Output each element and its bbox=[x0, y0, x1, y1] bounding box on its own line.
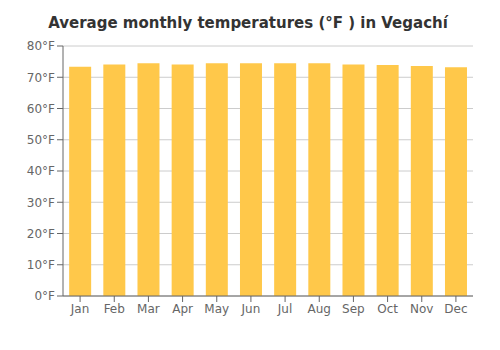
svg-text:Feb: Feb bbox=[104, 302, 125, 316]
svg-text:May: May bbox=[204, 302, 229, 316]
svg-text:Apr: Apr bbox=[172, 302, 193, 316]
svg-text:Nov: Nov bbox=[410, 302, 433, 316]
svg-text:Mar: Mar bbox=[137, 302, 160, 316]
svg-text:Aug: Aug bbox=[308, 302, 331, 316]
html-text:Average monthly temperatures (: Average monthly temperatures (°F ) in Ve… bbox=[48, 14, 448, 32]
svg-text:60°F: 60°F bbox=[27, 102, 55, 116]
svg-text:Oct: Oct bbox=[377, 302, 398, 316]
svg-text:20°F: 20°F bbox=[27, 227, 55, 241]
svg-text:50°F: 50°F bbox=[27, 133, 55, 147]
svg-text:Jul: Jul bbox=[277, 302, 292, 316]
svg-text:Jan: Jan bbox=[70, 302, 90, 316]
svg-text:Jun: Jun bbox=[241, 302, 261, 316]
svg-text:Sep: Sep bbox=[342, 302, 365, 316]
svg-text:10°F: 10°F bbox=[27, 258, 55, 272]
svg-text:30°F: 30°F bbox=[27, 196, 55, 210]
svg-text:0°F: 0°F bbox=[34, 289, 55, 303]
svg-text:Dec: Dec bbox=[444, 302, 467, 316]
svg-text:70°F: 70°F bbox=[27, 71, 55, 85]
svg-text:40°F: 40°F bbox=[27, 164, 55, 178]
svg-text:80°F: 80°F bbox=[27, 39, 55, 53]
